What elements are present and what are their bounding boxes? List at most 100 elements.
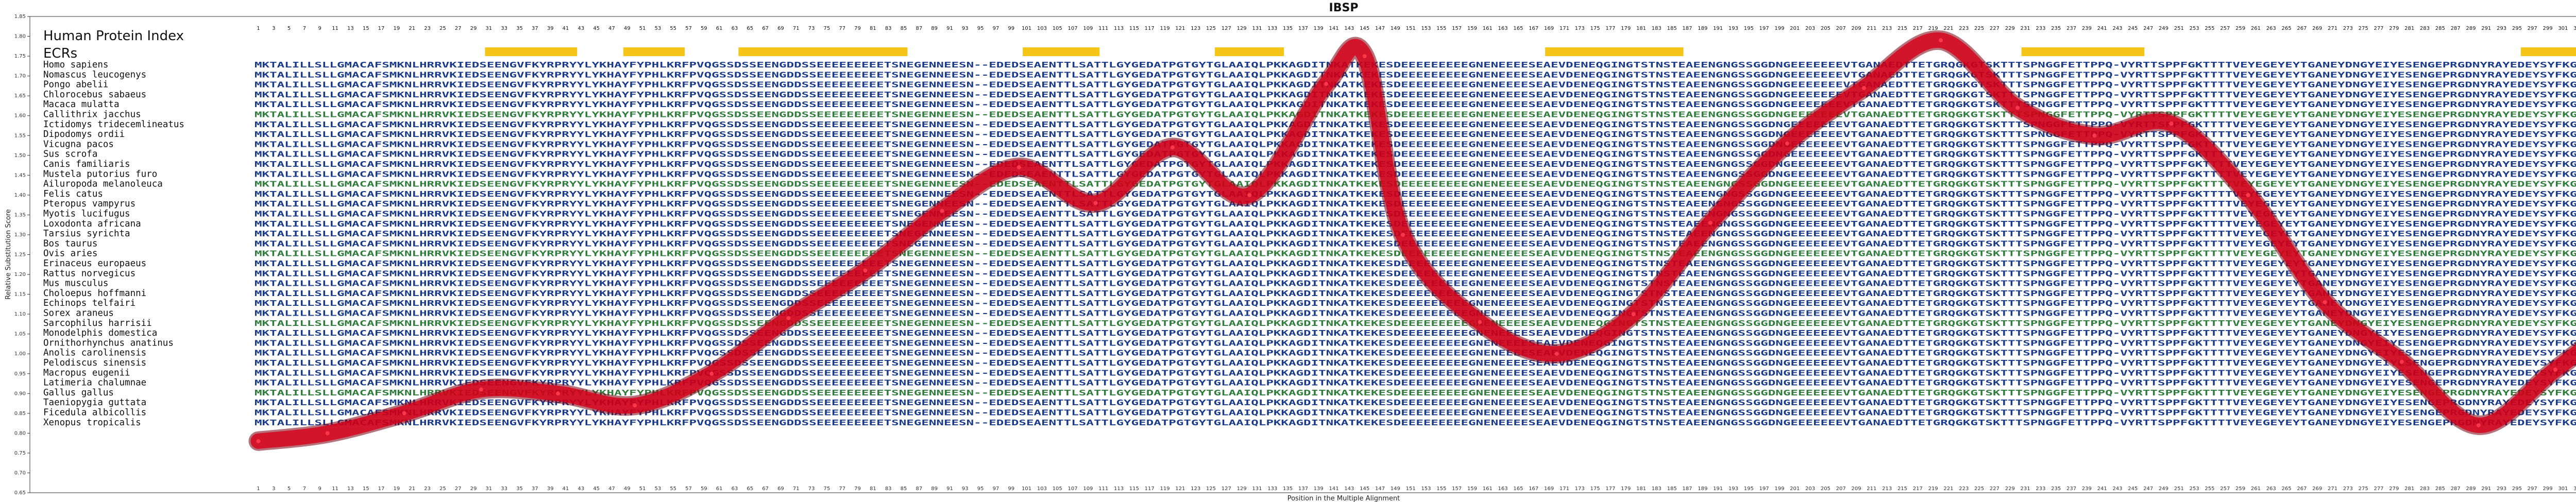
x-tick-label: 115 [1129, 486, 1139, 492]
species-label: Tarsius syrichta [43, 229, 130, 239]
y-tick-label: 1.75 [14, 54, 26, 59]
species-label: Pelodiscus sinensis [43, 358, 146, 368]
top-position-number: 223 [1959, 26, 1969, 31]
species-label: Ictidomys tridecemlineatus [43, 119, 184, 130]
top-position-number: 139 [1314, 26, 1324, 31]
y-axis-label: Relative Substitution Score [5, 209, 12, 300]
x-tick-label: 15 [363, 486, 369, 492]
ecr-bar [1214, 47, 1284, 56]
y-tick-label: 0.65 [14, 490, 26, 496]
top-position-number: 117 [1145, 26, 1155, 31]
top-position-number: 161 [1483, 26, 1493, 31]
top-position-number: 255 [2205, 26, 2214, 31]
top-position-number: 269 [2312, 26, 2322, 31]
top-position-number: 197 [1759, 26, 1769, 31]
x-tick-label: 265 [2282, 486, 2292, 492]
sequence-row: MKTALILLSLLGMACAFSMKNLHRRVKIEDSEENGVFKYR… [255, 120, 2576, 129]
top-position-number: 81 [870, 26, 876, 31]
top-position-number: 285 [2435, 26, 2445, 31]
x-tick-label: 125 [1206, 486, 1216, 492]
x-tick-label: 231 [2021, 486, 2030, 492]
top-position-number: 11 [332, 26, 338, 31]
x-tick-label: 177 [1605, 486, 1615, 492]
top-position-number: 105 [1053, 26, 1062, 31]
top-position-number: 183 [1652, 26, 1662, 31]
sequence-row: MKTALILLSLLGMACAFSMKNLHRRVKIEDSEENGVFKYR… [255, 338, 2576, 348]
sequence-row: MKTALILLSLLGMACAFSMKNLHRRVKIEDSEENGVFKYR… [255, 160, 2576, 169]
top-position-number: 51 [639, 26, 646, 31]
y-tick-label: 1.05 [14, 332, 26, 337]
sequence-row: MKTALILLSLLGMACAFSMKNLHRRVKIEDSEENGVFKYR… [255, 289, 2576, 298]
score-point [1785, 141, 1789, 146]
score-point [1554, 352, 1559, 356]
score-point [1478, 320, 1482, 324]
species-label: Ficedula albicollis [43, 408, 146, 418]
sequence-row: MKTALILLSLLGMACAFSMKNLHRRVKIEDSEENGVFKYR… [255, 418, 2576, 427]
species-label: Mus musculus [43, 279, 108, 289]
sequence-row: MKTALILLSLLGMACAFSMKNLHRRVKIEDSEENGVFKYR… [255, 60, 2576, 70]
x-tick-label: 263 [2266, 486, 2276, 492]
top-position-number: 145 [1360, 26, 1369, 31]
top-position-number: 27 [455, 26, 462, 31]
top-position-number: 243 [2112, 26, 2122, 31]
sequence-row: MKTALILLSLLGMACAFSMKNLHRRVKIEDSEENGVFKYR… [255, 219, 2576, 229]
x-tick-label: 217 [1913, 486, 1923, 492]
x-tick-label: 69 [777, 486, 784, 492]
y-axis-ticks: 0.65 0.70 0.75 0.80 0.85 0.90 0.95 1.00 1.05 1.10… [14, 14, 30, 496]
x-tick-label: 129 [1237, 486, 1247, 492]
top-position-number: 165 [1513, 26, 1523, 31]
species-label: Echinops telfairi [43, 298, 135, 308]
species-label: Ailuropoda melanoleuca [43, 179, 163, 189]
x-tick-label: 1 [257, 486, 260, 492]
top-position-number: 147 [1375, 26, 1385, 31]
sequence-row: MKTALILLSLLGMACAFSMKNLHRRVKIEDSEENGVFKYR… [255, 110, 2576, 119]
top-position-number: 219 [1928, 26, 1938, 31]
x-tick-label: 23 [424, 486, 431, 492]
x-tick-label: 5 [287, 486, 291, 492]
x-tick-label: 47 [608, 486, 615, 492]
sequence-row: MKTALILLSLLGMACAFSMKNLHRRVKIEDSEENGVFKYR… [255, 140, 2576, 149]
top-position-number: 3 [272, 26, 275, 31]
top-position-number: 221 [1943, 26, 1953, 31]
x-tick-label: 57 [685, 486, 692, 492]
y-tick-label: 0.90 [14, 391, 26, 396]
x-axis-ticks: 1 3 5 7 9 11 13 15 17 19 21 23 25 27 29 31 33 35 37 39 41 43 4… [257, 486, 2576, 492]
x-tick-label: 271 [2328, 486, 2337, 492]
x-tick-label: 285 [2435, 486, 2445, 492]
ecr-bar [623, 47, 685, 56]
x-tick-label: 167 [1529, 486, 1538, 492]
x-tick-label: 181 [1636, 486, 1646, 492]
x-tick-label: 229 [2005, 486, 2015, 492]
y-tick-label: 1.00 [14, 351, 26, 357]
top-position-number: 109 [1083, 26, 1093, 31]
ecr-bar [1545, 47, 1684, 56]
top-position-number: 301 [2558, 26, 2568, 31]
top-position-number: 235 [2051, 26, 2061, 31]
x-tick-label: 189 [1698, 486, 1707, 492]
x-tick-label: 95 [977, 486, 984, 492]
score-point [2169, 122, 2174, 126]
score-point [1247, 193, 1252, 197]
y-tick-label: 0.70 [14, 470, 26, 476]
x-tick-label: 105 [1053, 486, 1062, 492]
x-tick-label: 107 [1068, 486, 1078, 492]
sequence-row: MKTALILLSLLGMACAFSMKNLHRRVKIEDSEENGVFKYR… [255, 229, 2576, 238]
top-position-number: 125 [1206, 26, 1216, 31]
x-tick-label: 183 [1652, 486, 1662, 492]
species-label: Myotis lucifugus [43, 209, 130, 219]
species-label: Sus scrofa [43, 149, 97, 160]
species-label: Sorex araneus [43, 308, 114, 319]
x-tick-label: 17 [378, 486, 385, 492]
x-tick-label: 287 [2451, 486, 2461, 492]
x-tick-label: 193 [1728, 486, 1738, 492]
x-tick-label: 151 [1406, 486, 1416, 492]
top-position-number: 77 [839, 26, 845, 31]
x-tick-label: 137 [1298, 486, 1308, 492]
x-tick-label: 149 [1391, 486, 1400, 492]
sequence-row: MKTALILLSLLGMACAFSMKNLHRRVKIEDSEENGVFKYR… [255, 319, 2576, 328]
x-tick-label: 51 [639, 486, 646, 492]
top-position-number: 181 [1636, 26, 1646, 31]
x-tick-label: 83 [885, 486, 892, 492]
x-tick-label: 249 [2159, 486, 2168, 492]
y-tick-label: 1.50 [14, 153, 26, 159]
